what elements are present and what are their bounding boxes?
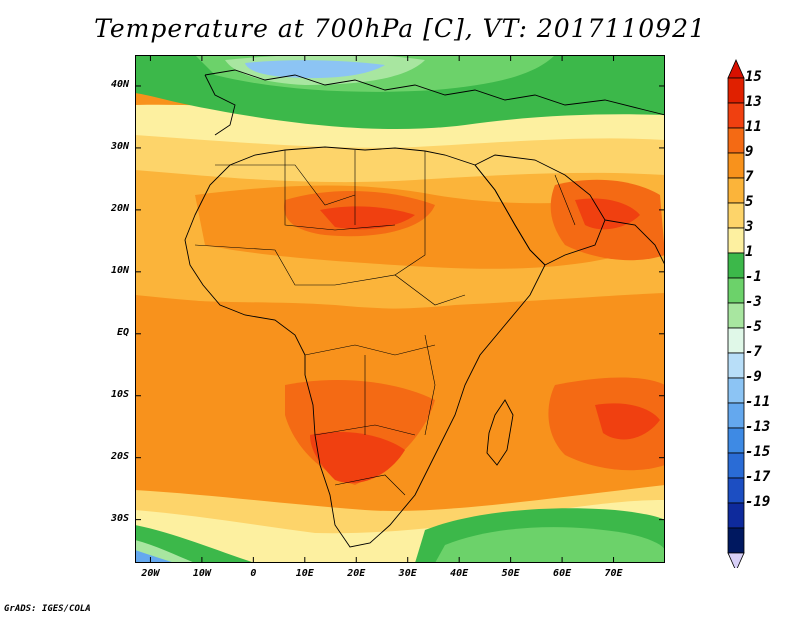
colorbar-label: 5 — [745, 194, 754, 210]
colorbar-swatch — [727, 102, 745, 129]
field-band-south-light-green — [435, 527, 665, 563]
colorbar-swatch — [727, 402, 745, 429]
colorbar-top-arrow — [727, 59, 745, 79]
colorbar-swatch — [727, 477, 745, 504]
colorbar-swatch — [727, 77, 745, 104]
colorbar-label: -13 — [745, 419, 771, 435]
colorbar-label: -3 — [745, 294, 762, 310]
colorbar-label: 11 — [745, 119, 762, 135]
colorbar-label: -19 — [745, 494, 771, 510]
colorbar-label: -9 — [745, 369, 762, 385]
colorbar-bottom-arrow — [727, 552, 745, 568]
colorbar-swatch — [727, 502, 745, 529]
lat-tick-label: 30N — [110, 140, 129, 152]
lon-tick-label: 40E — [450, 568, 469, 579]
field-core-arabia-hottest — [575, 198, 640, 230]
lon-tick-label: 10E — [295, 568, 314, 579]
field-core-indian-ocean-hottest — [595, 403, 660, 440]
field-patch-europe-colder — [245, 60, 385, 79]
country-borders — [194, 150, 576, 496]
lon-tick-label: 50E — [501, 568, 520, 579]
lat-tick-label: 20N — [110, 202, 129, 214]
coastlines — [184, 69, 665, 548]
colorbar-label: -1 — [745, 269, 762, 285]
colorbar-swatch — [727, 427, 745, 454]
map-title: Temperature at 700hPa [C], VT: 201711092… — [94, 14, 706, 43]
lon-tick-label: 20E — [347, 568, 366, 579]
temperature-field — [135, 55, 665, 563]
grads-credit: GrADS: IGES/COLA — [4, 604, 91, 614]
colorbar-label: -11 — [745, 394, 771, 410]
iberia-coastline — [204, 74, 236, 136]
colorbar-label: 1 — [745, 244, 754, 260]
africa-coastline — [184, 146, 546, 548]
field-core-southern-africa-hottest — [310, 431, 405, 484]
temperature-map — [135, 55, 665, 563]
india-coastline — [604, 219, 665, 266]
longitude-ticks — [149, 55, 615, 563]
field-core-sahel-hottest — [320, 206, 415, 230]
colorbar-swatch — [727, 527, 745, 554]
colorbar-swatch — [727, 152, 745, 179]
colorbar-label: 7 — [745, 169, 754, 185]
colorbar-swatch — [727, 302, 745, 329]
colorbar-swatch — [727, 452, 745, 479]
colorbar-swatch — [727, 352, 745, 379]
colorbar-label: -5 — [745, 319, 762, 335]
colorbar-label: 3 — [745, 219, 754, 235]
europe-coastline — [204, 69, 665, 116]
colorbar-label: 9 — [745, 144, 754, 160]
lon-tick-label: 60E — [553, 568, 572, 579]
colorbar-swatch — [727, 327, 745, 354]
colorbar-label: 13 — [745, 94, 762, 110]
lat-tick-label: EQ — [116, 326, 129, 338]
latitude-ticks — [135, 85, 665, 521]
lat-tick-label: 30S — [110, 512, 129, 524]
lon-tick-label: 10W — [192, 568, 211, 579]
colorbar-label: 15 — [745, 69, 762, 85]
colorbar-swatch — [727, 277, 745, 304]
colorbar-label: -17 — [745, 469, 771, 485]
colorbar-swatch — [727, 127, 745, 154]
colorbar-label: -7 — [745, 344, 762, 360]
colorbar-swatch — [727, 227, 745, 254]
arabia-coastline — [474, 154, 606, 266]
field-patch-southwest-colder — [135, 550, 175, 563]
colorbar-swatch — [727, 202, 745, 229]
colorbar-swatch — [727, 377, 745, 404]
map-frame-border — [135, 55, 665, 563]
lon-tick-label: 0 — [250, 568, 257, 579]
colorbar — [727, 59, 745, 568]
colorbar-swatch — [727, 252, 745, 279]
lat-tick-label: 10N — [110, 264, 129, 276]
lat-tick-label: 10S — [110, 388, 129, 400]
lat-tick-label: 40N — [110, 78, 129, 90]
colorbar-label: -15 — [745, 444, 771, 460]
lon-tick-label: 70E — [604, 568, 623, 579]
lat-tick-label: 20S — [110, 450, 129, 462]
colorbar-swatch — [727, 177, 745, 204]
madagascar-coastline — [486, 399, 514, 466]
lon-tick-label: 30E — [398, 568, 417, 579]
lon-tick-label: 20W — [141, 568, 160, 579]
